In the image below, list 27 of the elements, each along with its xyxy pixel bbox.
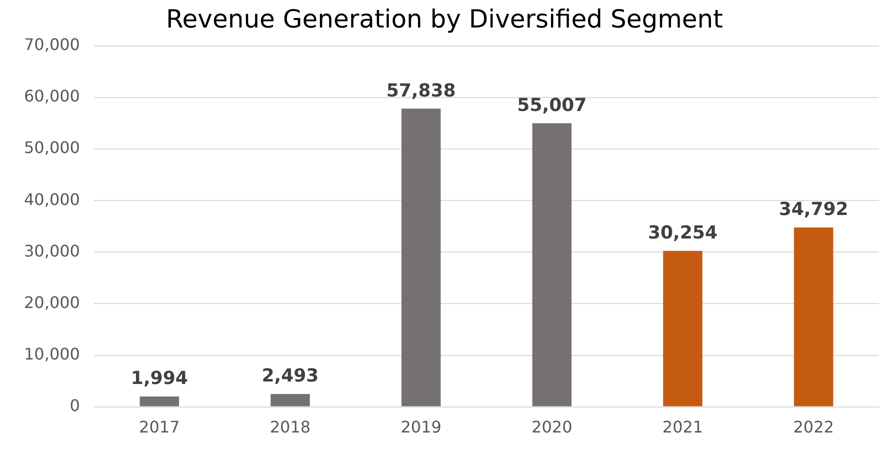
data-label: 2,493 <box>262 366 319 387</box>
y-tick-label: 30,000 <box>24 241 80 260</box>
y-tick-label: 20,000 <box>24 292 80 312</box>
bar <box>401 108 441 406</box>
bar <box>270 394 310 406</box>
bar <box>794 227 834 406</box>
y-tick-label: 10,000 <box>24 344 80 364</box>
y-tick-label: 60,000 <box>24 86 80 106</box>
x-tick-label: 2020 <box>532 418 572 437</box>
y-tick-label: 40,000 <box>24 190 80 209</box>
data-label: 1,994 <box>130 368 188 390</box>
chart-title: Revenue Generation by Diversified Segment <box>166 4 724 34</box>
x-tick-label: 2017 <box>139 418 180 437</box>
bar <box>663 250 702 406</box>
data-label: 34,792 <box>778 199 848 220</box>
x-tick-label: 2018 <box>270 418 311 437</box>
x-tick-label: 2021 <box>662 418 704 437</box>
y-tick-label: 0 <box>70 396 80 415</box>
y-tick-label: 50,000 <box>24 138 80 158</box>
data-label: 55,007 <box>517 94 587 116</box>
bar <box>140 396 180 406</box>
data-label: 57,838 <box>386 80 456 102</box>
x-tick-label: 2019 <box>400 418 442 437</box>
x-tick-label: 2022 <box>793 418 834 437</box>
y-tick-label: 70,000 <box>24 35 80 54</box>
data-label: 30,254 <box>648 222 718 244</box>
bar <box>532 123 572 406</box>
